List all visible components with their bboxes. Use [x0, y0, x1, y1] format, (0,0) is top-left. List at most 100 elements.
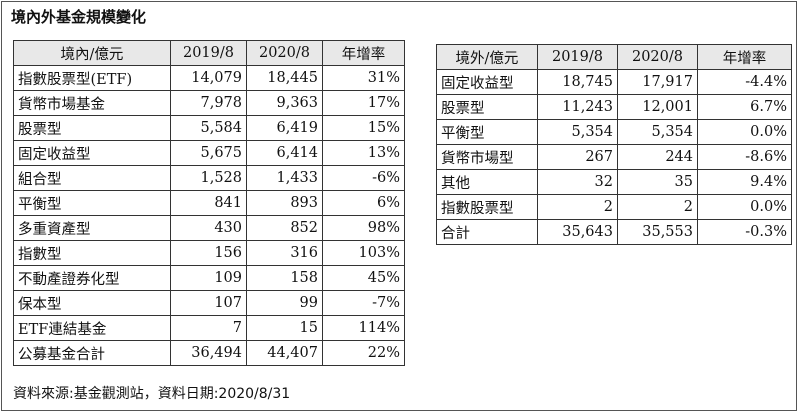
foreign-category-cell: 其他	[436, 169, 538, 195]
domestic-value-cell: 5,675	[170, 140, 247, 166]
domestic-value-cell: 31%	[322, 65, 405, 91]
foreign-value-cell: -0.3%	[697, 219, 792, 245]
foreign-value-cell: 6.7%	[697, 94, 792, 120]
foreign-header-row: 境外/億元 2019/8 2020/8 年增率	[436, 44, 792, 70]
domestic-value-cell: 1,433	[246, 165, 323, 191]
domestic-value-cell: 852	[246, 215, 323, 241]
foreign-value-cell: 35,553	[617, 219, 698, 245]
domestic-table-row: 指數型 156 316 103%	[13, 240, 405, 266]
foreign-value-cell: 35	[617, 169, 698, 195]
domestic-category-cell: 多重資產型	[13, 215, 171, 241]
domestic-table-row: 不動產證券化型 109 158 45%	[13, 265, 405, 291]
domestic-value-cell: -6%	[322, 165, 405, 191]
domestic-header-cell: 2019/8	[170, 40, 247, 66]
domestic-table-row: 平衡型 841 893 6%	[13, 190, 405, 216]
domestic-header-row: 境內/億元 2019/8 2020/8 年增率	[13, 40, 405, 66]
foreign-category-cell: 股票型	[436, 94, 538, 120]
foreign-fund-table: 境外/億元 2019/8 2020/8 年增率 固定收益型 18,745 17,917 -4.…	[436, 44, 792, 245]
foreign-value-cell: 11,243	[537, 94, 618, 120]
domestic-table-row: 固定收益型 5,675 6,414 13%	[13, 140, 405, 166]
domestic-table-row: 指數股票型(ETF) 14,079 18,445 31%	[13, 65, 405, 91]
domestic-value-cell: 45%	[322, 265, 405, 291]
foreign-table-row: 合計 35,643 35,553 -0.3%	[436, 219, 792, 245]
domestic-table-row: 保本型 107 99 -7%	[13, 290, 405, 316]
domestic-header-cell: 2020/8	[246, 40, 323, 66]
foreign-value-cell: 0.0%	[697, 194, 792, 220]
foreign-table-row: 指數股票型 2 2 0.0%	[436, 194, 792, 220]
foreign-value-cell: 5,354	[617, 119, 698, 145]
domestic-value-cell: 156	[170, 240, 247, 266]
domestic-value-cell: 6,419	[246, 115, 323, 141]
domestic-value-cell: 36,494	[170, 340, 247, 366]
domestic-table-row: 股票型 5,584 6,419 15%	[13, 115, 405, 141]
domestic-value-cell: 17%	[322, 90, 405, 116]
foreign-table-row: 平衡型 5,354 5,354 0.0%	[436, 119, 792, 145]
foreign-header-cell: 2019/8	[537, 44, 618, 70]
foreign-category-cell: 合計	[436, 219, 538, 245]
domestic-category-cell: 貨幣市場基金	[13, 90, 171, 116]
domestic-value-cell: 14,079	[170, 65, 247, 91]
domestic-value-cell: -7%	[322, 290, 405, 316]
domestic-value-cell: 6%	[322, 190, 405, 216]
domestic-value-cell: 15%	[322, 115, 405, 141]
domestic-fund-table: 境內/億元 2019/8 2020/8 年增率 指數股票型(ETF) 14,079 18,4…	[13, 40, 405, 366]
source-note: 資料來源:基金觀測站，資料日期:2020/8/31	[13, 386, 291, 402]
domestic-value-cell: 114%	[322, 315, 405, 341]
domestic-value-cell: 99	[246, 290, 323, 316]
foreign-value-cell: 267	[537, 144, 618, 170]
domestic-value-cell: 1,528	[170, 165, 247, 191]
foreign-value-cell: 2	[617, 194, 698, 220]
foreign-table-row: 固定收益型 18,745 17,917 -4.4%	[436, 69, 792, 95]
domestic-value-cell: 44,407	[246, 340, 323, 366]
domestic-category-cell: 保本型	[13, 290, 171, 316]
domestic-value-cell: 98%	[322, 215, 405, 241]
domestic-value-cell: 109	[170, 265, 247, 291]
foreign-value-cell: 35,643	[537, 219, 618, 245]
domestic-table-row: 多重資產型 430 852 98%	[13, 215, 405, 241]
foreign-value-cell: 32	[537, 169, 618, 195]
foreign-value-cell: 2	[537, 194, 618, 220]
domestic-category-cell: 指數股票型(ETF)	[13, 65, 171, 91]
domestic-category-cell: 公募基金合計	[13, 340, 171, 366]
foreign-category-cell: 貨幣市場型	[436, 144, 538, 170]
domestic-value-cell: 5,584	[170, 115, 247, 141]
domestic-value-cell: 7,978	[170, 90, 247, 116]
foreign-value-cell: 9.4%	[697, 169, 792, 195]
foreign-value-cell: 12,001	[617, 94, 698, 120]
domestic-value-cell: 18,445	[246, 65, 323, 91]
foreign-value-cell: 5,354	[537, 119, 618, 145]
domestic-table-row: 貨幣市場基金 7,978 9,363 17%	[13, 90, 405, 116]
domestic-table-row: ETF連結基金 7 15 114%	[13, 315, 405, 341]
foreign-table-row: 其他 32 35 9.4%	[436, 169, 792, 195]
figure-title: 境內外基金規模變化	[11, 8, 147, 26]
domestic-category-cell: 股票型	[13, 115, 171, 141]
foreign-value-cell: 18,745	[537, 69, 618, 95]
foreign-value-cell: 0.0%	[697, 119, 792, 145]
foreign-category-cell: 指數股票型	[436, 194, 538, 220]
foreign-category-cell: 固定收益型	[436, 69, 538, 95]
domestic-value-cell: 893	[246, 190, 323, 216]
foreign-category-cell: 平衡型	[436, 119, 538, 145]
domestic-value-cell: 158	[246, 265, 323, 291]
domestic-category-cell: ETF連結基金	[13, 315, 171, 341]
foreign-header-cell: 年增率	[697, 44, 792, 70]
domestic-category-cell: 組合型	[13, 165, 171, 191]
foreign-value-cell: -4.4%	[697, 69, 792, 95]
domestic-value-cell: 9,363	[246, 90, 323, 116]
domestic-header-cell: 年增率	[322, 40, 405, 66]
domestic-category-cell: 平衡型	[13, 190, 171, 216]
domestic-value-cell: 13%	[322, 140, 405, 166]
foreign-value-cell: 17,917	[617, 69, 698, 95]
foreign-value-cell: 244	[617, 144, 698, 170]
domestic-value-cell: 841	[170, 190, 247, 216]
foreign-header-cell: 境外/億元	[436, 44, 538, 70]
domestic-value-cell: 430	[170, 215, 247, 241]
domestic-value-cell: 7	[170, 315, 247, 341]
domestic-value-cell: 22%	[322, 340, 405, 366]
domestic-header-cell: 境內/億元	[13, 40, 171, 66]
domestic-category-cell: 指數型	[13, 240, 171, 266]
domestic-value-cell: 107	[170, 290, 247, 316]
domestic-value-cell: 316	[246, 240, 323, 266]
foreign-table-row: 股票型 11,243 12,001 6.7%	[436, 94, 792, 120]
